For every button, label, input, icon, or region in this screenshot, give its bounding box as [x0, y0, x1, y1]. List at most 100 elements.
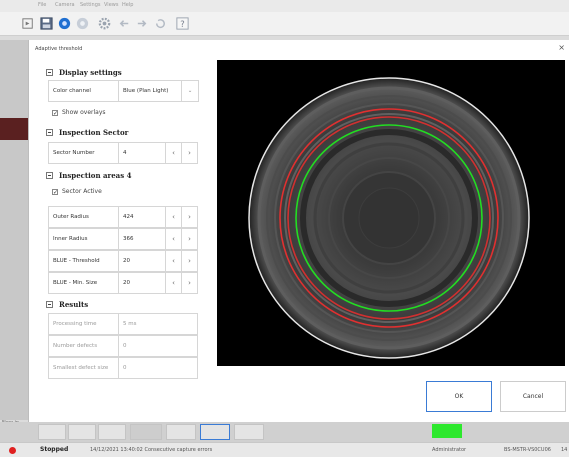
status-user: Administrator [432, 447, 467, 453]
thumbnail[interactable] [130, 424, 162, 440]
collapse-icon[interactable] [46, 301, 53, 308]
cancel-button[interactable]: Cancel [500, 381, 566, 412]
menu-help[interactable]: Help [122, 2, 134, 8]
outer-radius-label: Outer Radius [48, 206, 119, 228]
thumbnail[interactable] [98, 424, 126, 440]
increment-button[interactable]: › [181, 272, 198, 294]
processing-time-label: Processing time [48, 313, 119, 335]
menu-camera[interactable]: Camera [55, 2, 75, 8]
color-channel-select[interactable]: Blue (Plan Light) [118, 80, 182, 102]
number-defects-label: Number defects [48, 335, 119, 357]
close-icon[interactable]: × [558, 43, 565, 52]
stop-icon[interactable] [74, 15, 91, 32]
increment-button[interactable]: › [181, 250, 198, 272]
min-size-label: BLUE - Min. Size [48, 272, 119, 294]
thumbnail[interactable] [166, 424, 196, 440]
display-settings-header[interactable]: Display settings [46, 68, 122, 77]
outer-radius-row: Outer Radius 424 ‹ › [48, 206, 198, 228]
smallest-defect-value: 0 [118, 357, 198, 379]
settings-icon[interactable] [96, 15, 113, 32]
ok-button[interactable]: OK [426, 381, 492, 412]
threshold-row: BLUE - Threshold 20 ‹ › [48, 250, 198, 272]
smallest-defect-row: Smallest defect size 0 [48, 357, 198, 379]
increment-button[interactable]: › [181, 228, 198, 250]
color-channel-row: Color channel Blue (Plan Light) ⌄ [48, 80, 199, 102]
chevron-down-icon[interactable]: ⌄ [181, 80, 199, 102]
lens-inspection-image [217, 60, 565, 366]
adaptive-threshold-dialog: Adaptive threshold × Display settings Co… [28, 40, 569, 422]
outer-radius-input[interactable]: 424 [118, 206, 166, 228]
sector-number-label: Sector Number [48, 142, 119, 164]
svg-text:?: ? [180, 19, 184, 29]
color-channel-label: Color channel [48, 80, 119, 102]
main-window-red-indicator [0, 118, 32, 140]
show-overlays-checkbox[interactable]: ✓ [52, 109, 59, 117]
inspection-areas-header[interactable]: Inspection areas 4 [46, 171, 131, 180]
inner-radius-label: Inner Radius [48, 228, 119, 250]
collapse-icon[interactable] [46, 172, 53, 179]
status-extra: 14 [561, 447, 568, 453]
increment-button[interactable]: › [181, 206, 198, 228]
min-size-row: BLUE - Min. Size 20 ‹ › [48, 272, 198, 294]
show-overlays-label: Show overlays [62, 109, 106, 116]
lens-edge-overlay [248, 77, 530, 359]
thumbnail-strip [0, 422, 569, 442]
refresh-icon[interactable] [152, 15, 169, 32]
number-defects-row: Number defects 0 [48, 335, 198, 357]
processing-time-row: Processing time 5 ms [48, 313, 198, 335]
thumbnail-selected[interactable] [200, 424, 230, 440]
processing-time-value: 5 ms [118, 313, 198, 335]
inner-radius-overlay [295, 124, 483, 312]
inner-radius-input[interactable]: 366 [118, 228, 166, 250]
status-device: BS-MSTR-VS0CU06 [504, 447, 551, 453]
status-indicator-green [432, 424, 462, 438]
forward-icon[interactable] [134, 15, 151, 32]
show-overlays-option[interactable]: ✓ Show overlays [52, 109, 106, 116]
increment-button[interactable]: › [181, 142, 198, 164]
thumbnail[interactable] [38, 424, 66, 440]
menu-file[interactable]: File [38, 2, 47, 8]
min-size-input[interactable]: 20 [118, 272, 166, 294]
dialog-title: Adaptive threshold [35, 46, 83, 52]
decrement-button[interactable]: ‹ [165, 250, 182, 272]
outer-radius-overlay [279, 108, 499, 328]
main-window-left-panel: New in [0, 40, 32, 426]
inspection-sector-header[interactable]: Inspection Sector [46, 128, 128, 137]
sector-active-checkbox[interactable]: ✓ [52, 188, 59, 196]
save-icon[interactable] [38, 15, 55, 32]
record-icon[interactable] [56, 15, 73, 32]
number-defects-value: 0 [118, 335, 198, 357]
camera-image-view[interactable] [217, 60, 565, 366]
decrement-button[interactable]: ‹ [165, 206, 182, 228]
smallest-defect-label: Smallest defect size [48, 357, 119, 379]
status-message: 14/12/2021 13:40:02 Consecutive capture … [90, 447, 213, 453]
sector-number-input[interactable]: 4 [118, 142, 166, 164]
thumbnail[interactable] [68, 424, 96, 440]
display-settings-title: Display settings [59, 68, 122, 77]
threshold-input[interactable]: 20 [118, 250, 166, 272]
results-header[interactable]: Results [46, 300, 88, 309]
inspection-sector-title: Inspection Sector [59, 128, 129, 137]
sector-number-row: Sector Number 4 ‹ › [48, 142, 198, 164]
decrement-button[interactable]: ‹ [165, 142, 182, 164]
collapse-icon[interactable] [46, 129, 53, 136]
inspection-areas-title: Inspection areas 4 [59, 171, 132, 180]
thumbnail[interactable] [234, 424, 264, 440]
status-bar: Stopped 14/12/2021 13:40:02 Consecutive … [0, 442, 569, 457]
collapse-icon[interactable] [46, 69, 53, 76]
outer-radius-overlay-2 [287, 116, 491, 320]
decrement-button[interactable]: ‹ [165, 272, 182, 294]
sector-active-label: Sector Active [62, 188, 102, 195]
results-title: Results [59, 300, 89, 309]
help-icon[interactable]: ? [174, 15, 191, 32]
threshold-label: BLUE - Threshold [48, 250, 119, 272]
inner-radius-row: Inner Radius 366 ‹ › [48, 228, 198, 250]
run-step-icon[interactable] [20, 15, 37, 32]
sector-active-option[interactable]: ✓ Sector Active [52, 188, 102, 195]
menu-settings[interactable]: Settings [80, 2, 101, 8]
status-state: Stopped [40, 446, 69, 453]
menu-views[interactable]: Views [104, 2, 119, 8]
menu-bar: File Camera Settings Views Help [0, 0, 569, 12]
back-icon[interactable] [116, 15, 133, 32]
decrement-button[interactable]: ‹ [165, 228, 182, 250]
